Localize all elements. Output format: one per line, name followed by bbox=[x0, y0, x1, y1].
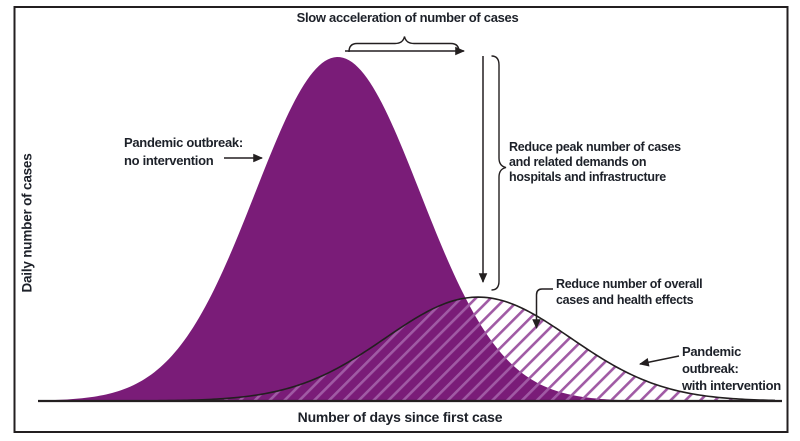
slow-acceleration-brace bbox=[348, 36, 460, 53]
with-intervention-arrow bbox=[639, 355, 680, 367]
with-intervention-curve-hatch-fill bbox=[40, 297, 775, 401]
reduce-peak-label: Reduce peak number of cases and related … bbox=[509, 140, 681, 184]
reduce-overall-arrow bbox=[532, 288, 553, 329]
slow-acceleration-label: Slow acceleration of number of cases bbox=[296, 10, 519, 25]
y-axis-label: Daily number of cases bbox=[19, 153, 35, 293]
reduce-peak-brace bbox=[491, 55, 507, 291]
no-intervention-label: Pandemic outbreak: no intervention bbox=[124, 135, 243, 168]
figure-border bbox=[13, 6, 789, 433]
reduce-overall-label: Reduce number of overall cases and healt… bbox=[556, 277, 703, 307]
x-axis-label: Number of days since first case bbox=[297, 409, 503, 425]
with-intervention-label: Pandemic outbreak: with intervention bbox=[682, 344, 781, 393]
no-intervention-curve bbox=[40, 57, 775, 401]
